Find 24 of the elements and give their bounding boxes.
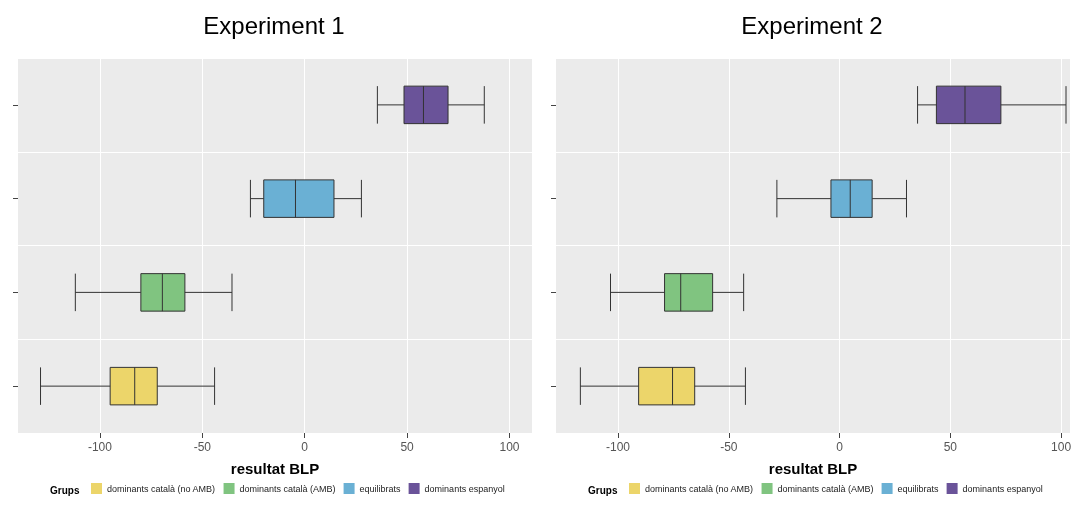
legend-label: dominants català (no AMB) (107, 483, 216, 494)
x-tick-label: 100 (1051, 440, 1072, 454)
x-tick-label: -100 (606, 440, 631, 454)
legend-label: dominants espanyol (962, 483, 1043, 494)
x-tick-label: -50 (720, 440, 738, 454)
legend-label: dominants espanyol (424, 483, 505, 494)
x-tick-label: 50 (400, 440, 415, 454)
x-tick-label: 100 (499, 440, 520, 454)
chart-title: Experiment 2 (741, 11, 883, 39)
x-tick-label: -100 (87, 440, 113, 454)
legend-title: Grups (588, 484, 618, 496)
legend-label: dominants català (AMB) (777, 483, 874, 494)
legend-label: equilibrats (359, 483, 402, 494)
legend-label: equilibrats (897, 483, 940, 494)
x-tick-label: 0 (836, 440, 844, 454)
x-tick-label: 50 (943, 440, 958, 454)
legend-label: dominants català (AMB) (239, 483, 336, 494)
legend-label: dominants català (no AMB) (645, 483, 754, 494)
legend-title: Grups (50, 484, 80, 496)
x-axis-title: resultat BLP (768, 460, 858, 477)
x-tick-label: 0 (301, 440, 309, 454)
x-tick-label: -50 (193, 440, 212, 454)
x-axis-title: resultat BLP (230, 460, 320, 477)
chart-title: Experiment 1 (203, 11, 345, 39)
